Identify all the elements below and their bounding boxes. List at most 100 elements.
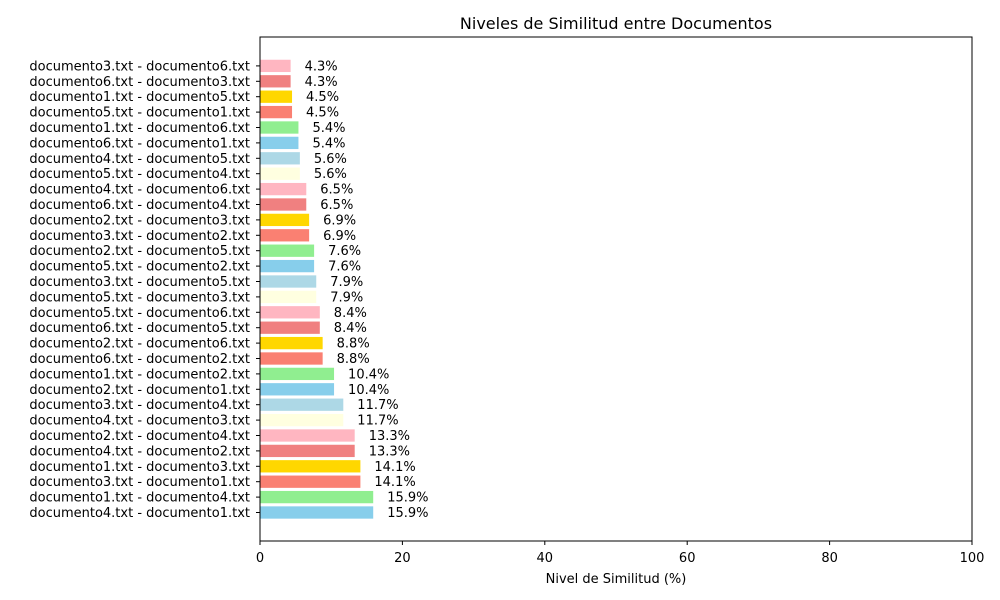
value-label: 7.6% [328,260,361,275]
value-label: 10.4% [348,383,389,398]
y-tick-label: documento3.txt - documento6.txt [29,59,250,74]
y-tick-label: documento4.txt - documento1.txt [29,506,250,521]
value-label: 5.4% [312,121,345,136]
bar [260,275,317,288]
y-tick-label: documento5.txt - documento6.txt [29,306,250,321]
value-label: 8.4% [334,306,367,321]
value-label: 5.6% [314,167,347,182]
bar [260,213,310,227]
x-ticks: 0 20 40 60 80 100 [256,541,985,566]
y-tick-label: documento1.txt - documento3.txt [29,460,250,475]
value-label: 4.3% [305,75,338,90]
bar [260,383,335,396]
y-tick-label: documento6.txt - documento5.txt [29,321,250,336]
y-tick-label: documento4.txt - documento2.txt [29,444,250,459]
y-tick-label: documento5.txt - documento2.txt [29,260,250,275]
value-label: 5.4% [312,136,345,151]
bar [260,90,293,103]
bar [260,490,374,504]
value-label: 14.1% [374,475,415,490]
y-tick-labels: documento4.txt - documento1.txtdocumento… [29,59,260,521]
y-tick-label: documento6.txt - documento2.txt [29,352,250,367]
y-tick-label: documento2.txt - documento6.txt [29,337,250,352]
bar [260,244,315,257]
value-label: 13.3% [369,444,410,459]
value-label: 7.9% [330,290,363,305]
bar [260,367,335,381]
plot-frame [259,36,973,542]
y-tick-label: documento6.txt - documento3.txt [29,75,250,90]
y-tick-label: documento1.txt - documento6.txt [29,121,250,136]
value-label: 6.5% [320,183,353,198]
bar [260,398,344,411]
bar [260,182,307,196]
bar [260,413,344,427]
bar [260,444,355,458]
value-label: 8.8% [337,352,370,367]
x-tick-label: 60 [679,551,696,566]
bar [260,105,293,119]
y-tick-label: documento3.txt - documento5.txt [29,275,250,290]
value-label: 4.5% [306,106,339,121]
x-tick-label: 40 [537,551,554,566]
bar [260,429,355,442]
value-label: 4.3% [305,59,338,74]
x-tick-label: 0 [256,551,264,566]
x-axis-label: Nivel de Similitud (%) [546,572,687,587]
value-label: 7.6% [328,244,361,259]
y-tick-label: documento2.txt - documento3.txt [29,213,250,228]
bar [260,352,323,365]
y-tick-label: documento3.txt - documento4.txt [29,398,250,413]
bar [260,460,361,473]
bar [260,475,361,488]
bar [260,506,374,519]
y-tick-label: documento4.txt - documento6.txt [29,183,250,198]
value-label: 15.9% [387,491,428,506]
y-tick-label: documento2.txt - documento4.txt [29,429,250,444]
bar [260,198,307,211]
bar [260,336,323,350]
value-label: 4.5% [306,90,339,105]
y-tick-label: documento2.txt - documento1.txt [29,383,250,398]
value-label: 15.9% [387,506,428,521]
bar [260,152,300,165]
bar [260,59,291,73]
y-tick-label: documento2.txt - documento5.txt [29,244,250,259]
value-label: 13.3% [369,429,410,444]
y-tick-label: documento1.txt - documento5.txt [29,90,250,105]
value-label: 5.6% [314,152,347,167]
bar [260,321,320,334]
y-tick-label: documento6.txt - documento1.txt [29,136,250,151]
bars-group [260,59,374,519]
bar [260,259,315,273]
y-tick-label: documento5.txt - documento1.txt [29,106,250,121]
bar [260,290,317,304]
bar [260,75,291,88]
y-tick-label: documento5.txt - documento3.txt [29,290,250,305]
bar [260,306,320,319]
y-tick-label: documento1.txt - documento4.txt [29,491,250,506]
value-label: 6.9% [323,229,356,244]
y-tick-label: documento6.txt - documento4.txt [29,198,250,213]
y-tick-label: documento3.txt - documento1.txt [29,475,250,490]
bar [260,121,299,134]
value-label: 6.9% [323,213,356,228]
y-tick-label: documento1.txt - documento2.txt [29,367,250,382]
y-tick-label: documento4.txt - documento5.txt [29,152,250,167]
value-label: 6.5% [320,198,353,213]
value-label: 14.1% [374,460,415,475]
x-tick-label: 80 [821,551,838,566]
value-label: 11.7% [357,398,398,413]
value-label: 8.8% [337,337,370,352]
y-tick-label: documento3.txt - documento2.txt [29,229,250,244]
x-tick-label: 100 [960,551,985,566]
y-tick-label: documento5.txt - documento4.txt [29,167,250,182]
value-label: 8.4% [334,321,367,336]
value-labels: 15.9%15.9%14.1%14.1%13.3%13.3%11.7%11.7%… [305,59,429,521]
value-label: 11.7% [357,414,398,429]
x-tick-label: 20 [394,551,411,566]
chart-title: Niveles de Similitud entre Documentos [460,14,772,33]
bar [260,136,299,150]
bar [260,229,310,242]
